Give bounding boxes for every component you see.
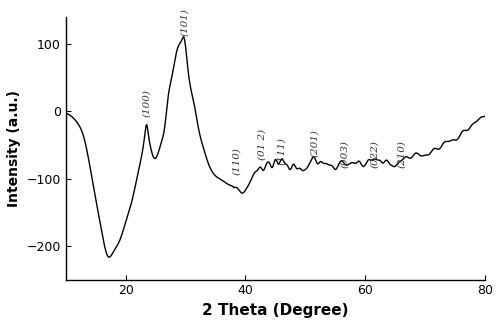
Text: (003): (003) <box>340 141 349 168</box>
Text: (210): (210) <box>396 141 406 168</box>
Y-axis label: Intensity (a.u.): Intensity (a.u.) <box>7 90 21 207</box>
Text: (022): (022) <box>370 141 378 168</box>
Text: (110): (110) <box>232 147 241 175</box>
Text: (100): (100) <box>142 89 151 117</box>
X-axis label: 2 Theta (Degree): 2 Theta (Degree) <box>202 303 348 318</box>
Text: (111): (111) <box>277 137 286 165</box>
Text: (101): (101) <box>180 8 189 36</box>
Text: (201): (201) <box>310 129 319 157</box>
Text: (01 2): (01 2) <box>258 129 266 160</box>
